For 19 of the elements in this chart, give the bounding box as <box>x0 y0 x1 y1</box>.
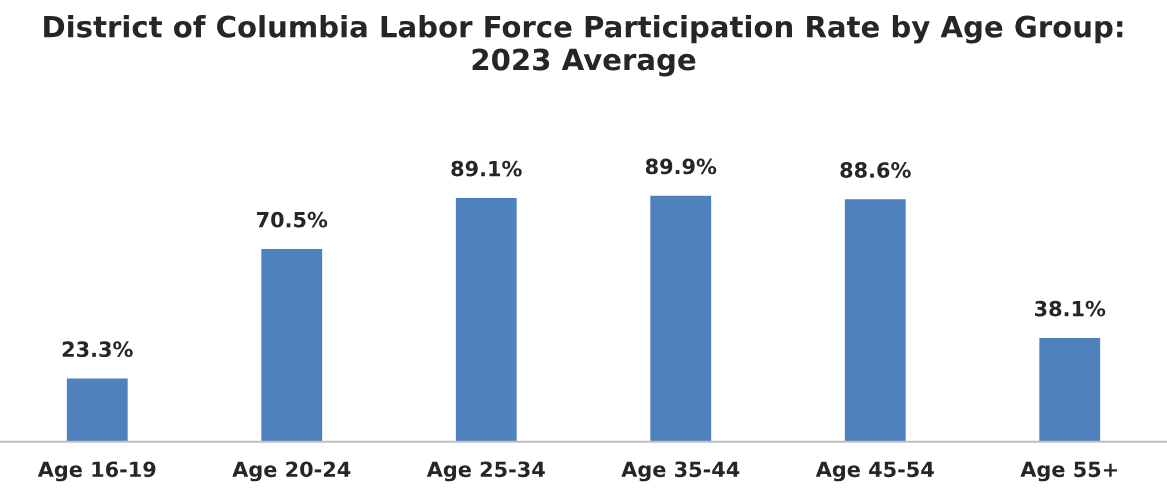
data-label: 23.3% <box>62 341 133 358</box>
x-tick-label: Age 25-34 <box>426 461 545 482</box>
x-tick-label: Age 55+ <box>1020 461 1117 482</box>
bar <box>843 197 908 442</box>
x-tick-label: Age 45-54 <box>815 461 934 482</box>
bar <box>648 194 713 442</box>
data-label: 88.6% <box>840 162 911 178</box>
bar <box>454 196 519 442</box>
data-label: 89.1% <box>451 160 522 177</box>
chart-title: District of Columbia Labor Force Participation Rate by Age Group: 2023 Average <box>44 15 1123 77</box>
bar <box>259 247 324 442</box>
x-tick-label: Age 35-44 <box>621 461 740 482</box>
x-tick-label: Age 20-24 <box>232 461 351 482</box>
x-tick-label: Age 16-19 <box>37 461 156 482</box>
data-label: 38.1% <box>1035 300 1106 317</box>
data-label: 70.5% <box>257 211 328 228</box>
data-label: 89.9% <box>645 158 717 175</box>
bar <box>1037 336 1102 442</box>
bar <box>65 377 130 442</box>
